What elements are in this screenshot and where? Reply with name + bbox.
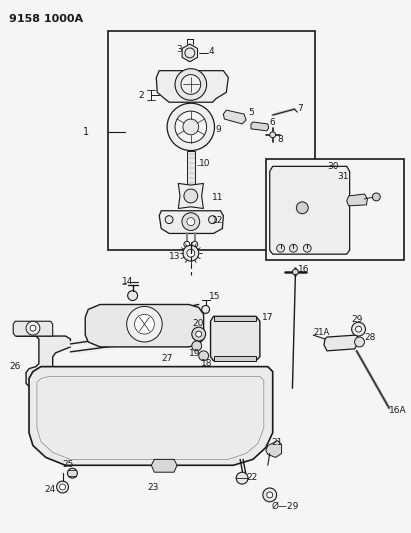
Text: 9158 1000A: 9158 1000A	[9, 14, 83, 25]
Circle shape	[175, 69, 207, 100]
Text: 23: 23	[148, 482, 159, 491]
Text: 3: 3	[176, 45, 182, 54]
Polygon shape	[266, 441, 282, 457]
Circle shape	[67, 469, 77, 478]
Circle shape	[199, 351, 208, 361]
Circle shape	[184, 241, 190, 247]
Circle shape	[187, 249, 195, 257]
Polygon shape	[159, 211, 223, 233]
Circle shape	[356, 326, 362, 332]
Polygon shape	[178, 183, 203, 208]
Circle shape	[57, 481, 69, 493]
Circle shape	[196, 331, 202, 337]
Polygon shape	[37, 376, 264, 459]
Circle shape	[289, 244, 298, 252]
Text: 11: 11	[212, 193, 223, 203]
Circle shape	[270, 132, 276, 138]
Polygon shape	[156, 71, 228, 102]
Polygon shape	[270, 166, 350, 254]
Circle shape	[181, 75, 201, 94]
Text: 28: 28	[365, 333, 376, 342]
Circle shape	[296, 202, 308, 214]
Text: 21A: 21A	[313, 328, 329, 337]
Circle shape	[183, 245, 199, 261]
Polygon shape	[251, 122, 269, 131]
Text: 30: 30	[327, 162, 339, 171]
Text: 6: 6	[270, 118, 275, 127]
Polygon shape	[16, 336, 70, 389]
Circle shape	[208, 216, 217, 223]
Circle shape	[128, 290, 138, 301]
Bar	[213, 356, 256, 361]
Polygon shape	[182, 44, 198, 62]
Bar	[266, 159, 404, 260]
Text: 20: 20	[193, 319, 204, 328]
Text: 22: 22	[246, 473, 257, 482]
Circle shape	[192, 327, 206, 341]
Circle shape	[236, 472, 248, 484]
Polygon shape	[29, 367, 273, 465]
Circle shape	[355, 337, 365, 347]
Text: 31: 31	[337, 172, 349, 181]
Polygon shape	[13, 321, 53, 336]
Text: 24: 24	[44, 486, 55, 495]
Circle shape	[202, 305, 210, 313]
Text: 25: 25	[63, 460, 74, 469]
Text: 1: 1	[83, 127, 90, 137]
Text: 14: 14	[122, 277, 133, 286]
Circle shape	[263, 488, 277, 502]
Circle shape	[352, 322, 365, 336]
Circle shape	[26, 321, 40, 335]
Polygon shape	[210, 316, 260, 361]
Circle shape	[192, 241, 198, 247]
Text: 10: 10	[199, 159, 210, 168]
Text: 27: 27	[161, 354, 173, 364]
Text: Ø—29: Ø—29	[272, 502, 299, 511]
Text: 7: 7	[298, 103, 303, 112]
Text: 26: 26	[9, 362, 21, 371]
Circle shape	[167, 103, 215, 151]
Text: 2: 2	[139, 91, 144, 100]
Bar	[187, 151, 195, 188]
Text: 29: 29	[352, 315, 363, 324]
Text: 15: 15	[208, 292, 220, 301]
Polygon shape	[324, 335, 360, 351]
Circle shape	[175, 111, 207, 143]
Text: 18: 18	[201, 359, 212, 368]
Text: 5: 5	[248, 108, 254, 117]
Text: 13: 13	[169, 252, 181, 261]
Circle shape	[303, 244, 311, 252]
Circle shape	[372, 193, 380, 201]
Text: 17: 17	[262, 313, 273, 322]
Text: 16A: 16A	[389, 406, 407, 415]
Circle shape	[192, 341, 202, 351]
Circle shape	[277, 244, 284, 252]
Circle shape	[127, 306, 162, 342]
Circle shape	[134, 314, 154, 334]
Circle shape	[182, 213, 200, 230]
Bar	[213, 316, 256, 321]
Circle shape	[267, 492, 273, 498]
Text: 16: 16	[298, 265, 310, 274]
Text: 4: 4	[208, 47, 214, 56]
Circle shape	[185, 48, 195, 58]
Text: 8: 8	[278, 135, 283, 144]
Circle shape	[165, 216, 173, 223]
Bar	[108, 31, 315, 250]
Polygon shape	[85, 304, 203, 347]
Polygon shape	[151, 459, 177, 472]
Circle shape	[187, 217, 195, 225]
Circle shape	[184, 189, 198, 203]
Text: 21: 21	[272, 438, 283, 447]
Circle shape	[30, 325, 36, 331]
Text: 9: 9	[215, 125, 221, 134]
Circle shape	[183, 119, 199, 135]
Text: 19: 19	[189, 349, 200, 358]
Circle shape	[293, 269, 298, 275]
Text: 12: 12	[212, 216, 223, 225]
Polygon shape	[347, 194, 367, 206]
Circle shape	[60, 484, 65, 490]
Polygon shape	[223, 110, 246, 124]
